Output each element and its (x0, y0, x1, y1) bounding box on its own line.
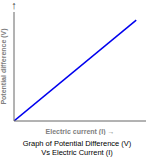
svg-text:Potential difference (V): Potential difference (V) (8, 28, 9, 104)
html-text:Vs Electric Current (I): Vs Electric Current (I) (41, 148, 113, 157)
html-text:Graph of Potential Difference: Graph of Potential Difference (V) (22, 139, 132, 148)
svg-text:Electric current (I) →: Electric current (I) → (46, 128, 115, 135)
